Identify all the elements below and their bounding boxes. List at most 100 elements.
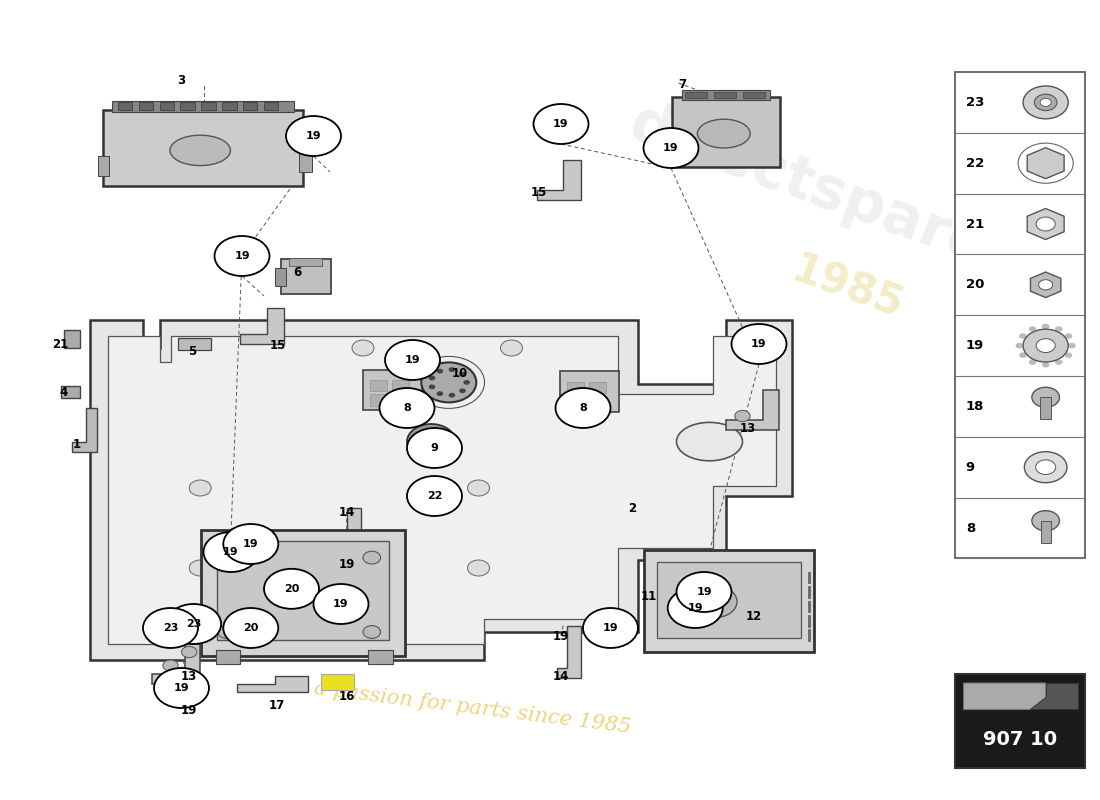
Bar — [243, 102, 257, 110]
Text: 19: 19 — [688, 603, 703, 613]
FancyBboxPatch shape — [103, 110, 302, 186]
Circle shape — [1036, 338, 1055, 353]
Text: 20: 20 — [243, 623, 258, 633]
Circle shape — [352, 340, 374, 356]
Text: 19: 19 — [553, 119, 569, 129]
Text: 9: 9 — [430, 443, 439, 453]
Circle shape — [1055, 359, 1063, 365]
Text: 16: 16 — [339, 690, 354, 702]
Circle shape — [1032, 510, 1059, 530]
FancyBboxPatch shape — [672, 97, 780, 167]
Circle shape — [1019, 353, 1026, 358]
Polygon shape — [537, 160, 581, 200]
Bar — [60, 386, 80, 398]
Text: 19: 19 — [243, 539, 258, 549]
Circle shape — [166, 604, 221, 644]
Circle shape — [1038, 280, 1053, 290]
Circle shape — [1023, 329, 1068, 362]
Circle shape — [264, 569, 319, 609]
Circle shape — [1035, 460, 1056, 474]
Text: 10: 10 — [452, 367, 468, 380]
Bar — [98, 156, 109, 176]
Text: 19: 19 — [603, 623, 618, 633]
Text: 8: 8 — [966, 522, 975, 534]
Text: 9: 9 — [966, 461, 975, 474]
Bar — [160, 102, 174, 110]
Circle shape — [1032, 387, 1059, 407]
Text: 19: 19 — [306, 131, 321, 141]
Bar — [1041, 521, 1050, 542]
Circle shape — [676, 572, 732, 612]
Circle shape — [189, 480, 211, 496]
Text: 19: 19 — [174, 683, 189, 693]
Text: 18: 18 — [966, 400, 984, 413]
Circle shape — [500, 340, 522, 356]
FancyBboxPatch shape — [644, 550, 814, 652]
Text: 13: 13 — [740, 422, 756, 434]
Circle shape — [437, 391, 443, 396]
Text: 19: 19 — [696, 587, 712, 597]
Circle shape — [429, 375, 436, 380]
Circle shape — [204, 532, 258, 572]
Circle shape — [218, 626, 235, 638]
Polygon shape — [726, 390, 779, 430]
Bar — [321, 674, 354, 690]
Text: 17: 17 — [270, 699, 285, 712]
Bar — [392, 380, 409, 391]
Text: 21: 21 — [53, 338, 68, 350]
Circle shape — [314, 584, 369, 624]
Text: 15: 15 — [271, 339, 286, 352]
Circle shape — [182, 646, 197, 658]
Circle shape — [1019, 334, 1026, 338]
Polygon shape — [1030, 683, 1078, 710]
Text: 4: 4 — [59, 386, 68, 398]
Text: 19: 19 — [333, 599, 349, 609]
FancyBboxPatch shape — [280, 259, 331, 294]
Polygon shape — [1027, 148, 1064, 178]
Text: 20: 20 — [284, 584, 299, 594]
Bar — [955, 674, 1085, 768]
Bar — [275, 268, 286, 286]
Circle shape — [1034, 94, 1057, 110]
Polygon shape — [1031, 272, 1060, 298]
Text: 19: 19 — [223, 547, 239, 557]
Circle shape — [214, 236, 270, 276]
Text: 1985: 1985 — [785, 249, 909, 327]
Text: 22: 22 — [427, 491, 442, 501]
Bar — [588, 396, 606, 407]
Text: 19: 19 — [966, 339, 984, 352]
Circle shape — [1042, 362, 1049, 367]
Text: 23: 23 — [966, 96, 984, 109]
Text: 6: 6 — [293, 266, 301, 278]
Circle shape — [420, 434, 442, 450]
Circle shape — [154, 668, 209, 708]
Circle shape — [644, 128, 698, 168]
Ellipse shape — [697, 119, 750, 148]
Text: 23: 23 — [186, 619, 201, 629]
Bar — [201, 102, 216, 110]
Text: 8: 8 — [579, 403, 587, 413]
Text: a passion for parts since 1985: a passion for parts since 1985 — [314, 679, 632, 737]
Polygon shape — [108, 336, 775, 644]
Ellipse shape — [169, 135, 231, 166]
Circle shape — [429, 385, 436, 390]
Circle shape — [363, 551, 381, 564]
Circle shape — [556, 388, 610, 428]
Bar — [370, 380, 387, 391]
Text: 19: 19 — [663, 143, 679, 153]
Bar — [289, 258, 322, 266]
Text: 11: 11 — [641, 590, 657, 602]
Text: 22: 22 — [966, 157, 984, 170]
Polygon shape — [72, 408, 97, 452]
Bar — [566, 382, 584, 393]
Bar — [370, 394, 387, 406]
Circle shape — [735, 410, 750, 422]
Circle shape — [463, 380, 470, 385]
Text: 7: 7 — [678, 78, 686, 90]
Circle shape — [407, 476, 462, 516]
Circle shape — [1055, 326, 1063, 332]
Bar — [714, 92, 736, 98]
Bar — [1041, 398, 1052, 419]
Bar — [139, 102, 153, 110]
Circle shape — [668, 588, 723, 628]
